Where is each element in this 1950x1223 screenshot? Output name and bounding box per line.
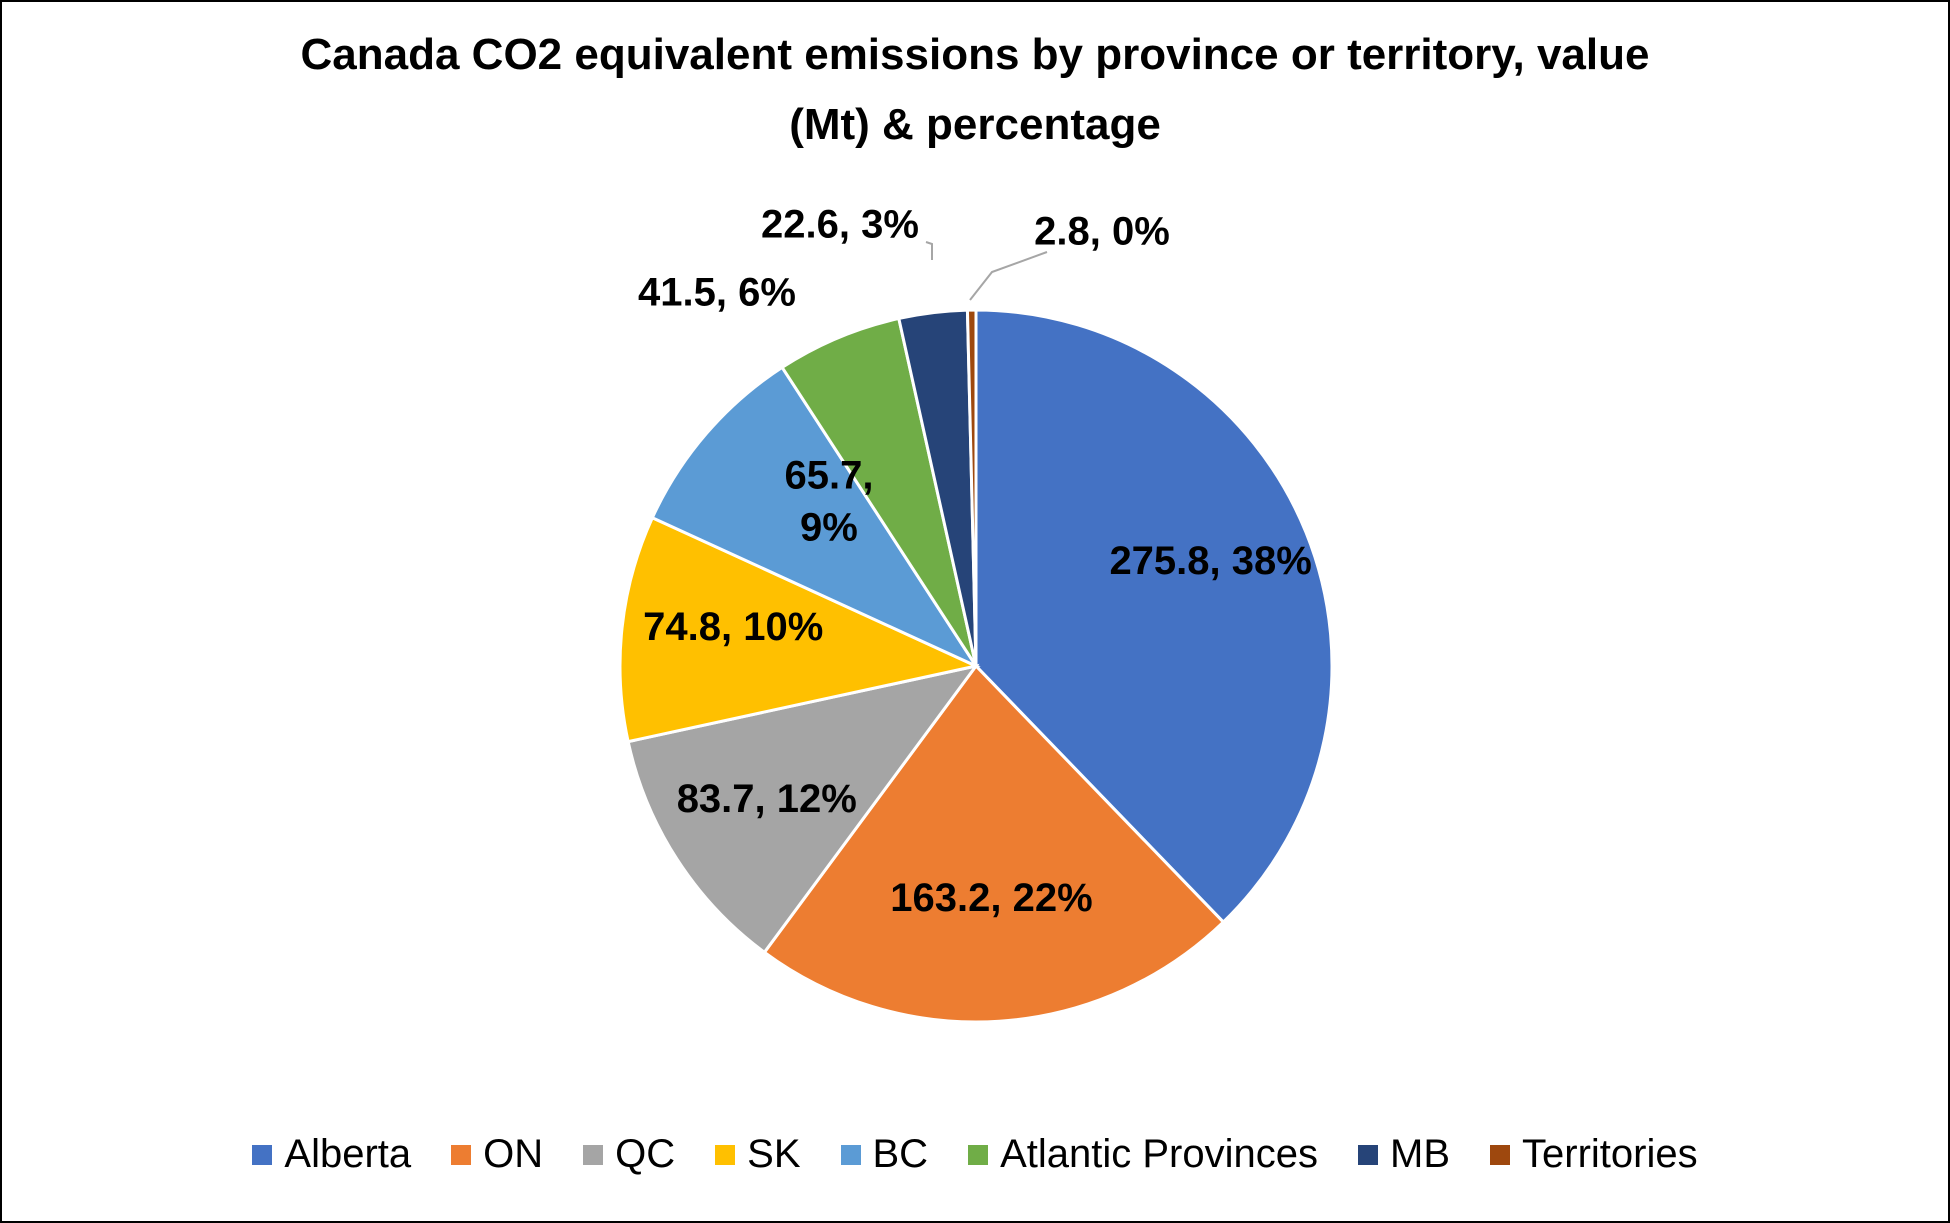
data-label-qc: 83.7, 12% <box>677 777 857 821</box>
chart-title-line-2: (Mt) & percentage <box>789 100 1161 149</box>
leader-lines <box>925 241 1048 301</box>
leader-line-territories <box>969 251 1048 301</box>
legend-label: SK <box>747 1132 801 1176</box>
chart-title-line-1: Canada CO2 equivalent emissions by provi… <box>300 30 1650 79</box>
legend-swatch <box>968 1144 989 1165</box>
pie-slice-alberta <box>974 308 1334 925</box>
legend-swatch <box>1358 1144 1378 1165</box>
legend-label: Atlantic Provinces <box>1000 1132 1318 1176</box>
legend-swatch <box>1490 1144 1510 1165</box>
pie-slice-atlantic-provinces <box>780 316 978 667</box>
legend-swatch <box>715 1144 736 1165</box>
legend-item-on: ON <box>451 1132 543 1177</box>
legend-label: QC <box>615 1132 676 1176</box>
data-label-mb: 22.6, 3% <box>761 203 919 247</box>
legend-label: Alberta <box>284 1132 412 1176</box>
legend-swatch <box>840 1144 861 1165</box>
legend-item-territories: Territories <box>1490 1132 1698 1177</box>
legend-item-atlantic-provinces: Atlantic Provinces <box>968 1132 1318 1177</box>
legend-label: ON <box>483 1132 544 1176</box>
pie-slice-on <box>762 663 1226 1024</box>
data-label-sk: 74.8, 10% <box>643 605 823 649</box>
data-label-on: 163.2, 22% <box>890 876 1092 920</box>
data-label-territories: 2.8, 0% <box>1034 210 1170 254</box>
leader-line-mb <box>925 241 933 260</box>
pie-slice-sk <box>618 515 981 744</box>
legend-label: Territories <box>1522 1132 1698 1176</box>
data-label-alberta: 275.8, 38% <box>1109 539 1311 583</box>
legend-item-alberta: Alberta <box>252 1132 411 1177</box>
data-labels: 275.8, 38% 163.2, 22% 83.7, 12% 74.8, 10% 65… <box>638 203 1312 920</box>
data-label-atlantic-provinces: 41.5, 6% <box>638 271 796 315</box>
legend: Alberta ON QC SK BC Atlantic Provinces MB Terri… <box>2 1132 1948 1177</box>
pie-slice-bc <box>650 365 981 670</box>
legend-swatch <box>451 1144 472 1165</box>
legend-item-mb: MB <box>1358 1132 1450 1177</box>
legend-label: BC <box>872 1132 929 1176</box>
pie-slice-territories <box>965 308 978 667</box>
legend-swatch <box>252 1144 273 1165</box>
data-label-bc: 65.7, 9% <box>784 453 873 549</box>
legend-item-qc: QC <box>583 1132 675 1177</box>
legend-swatch <box>583 1144 604 1165</box>
pie-slices <box>618 308 1334 1024</box>
legend-label: MB <box>1390 1132 1450 1176</box>
legend-item-sk: SK <box>715 1132 801 1177</box>
legend-item-bc: BC <box>840 1132 929 1177</box>
chart-title: Canada CO2 equivalent emissions by provi… <box>2 20 1948 160</box>
pie-slice-qc <box>626 663 980 955</box>
